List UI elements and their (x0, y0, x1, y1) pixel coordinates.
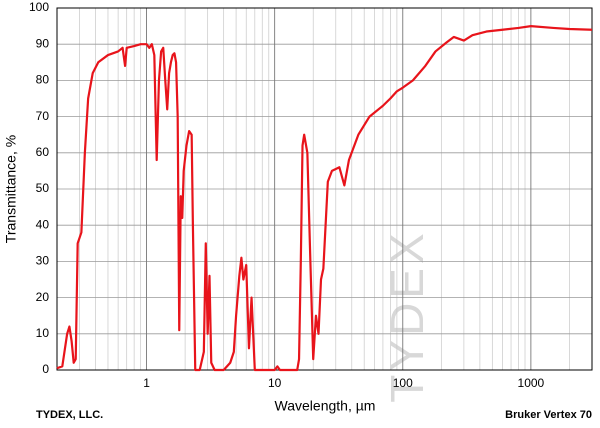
y-tick-label: 90 (36, 36, 50, 50)
y-tick-label: 30 (36, 254, 50, 268)
y-axis-label: Transmittance, % (3, 135, 19, 243)
y-tick-label: 50 (36, 181, 50, 195)
y-tick-label: 20 (36, 290, 50, 304)
x-axis-label: Wavelength, µm (275, 398, 376, 414)
footer-left: TYDEX, LLC. (36, 409, 103, 421)
x-tick-label: 1000 (518, 376, 545, 390)
plot-frame (56, 7, 593, 371)
y-tick-label: 10 (36, 326, 50, 340)
y-tick-label: 100 (29, 0, 49, 14)
y-tick-label: 80 (36, 73, 50, 87)
x-tick-label: 100 (393, 376, 413, 390)
footer-right: Bruker Vertex 70 (505, 409, 592, 421)
x-tick-label: 1 (143, 376, 150, 390)
series-line (56, 25, 593, 372)
x-tick-label: 10 (268, 376, 282, 390)
y-tick-label: 70 (36, 109, 50, 123)
y-tick-label: 40 (36, 217, 50, 231)
y-tick-label: 0 (42, 362, 49, 376)
watermark: TYDEX (381, 229, 433, 402)
y-tick-label: 60 (36, 145, 50, 159)
